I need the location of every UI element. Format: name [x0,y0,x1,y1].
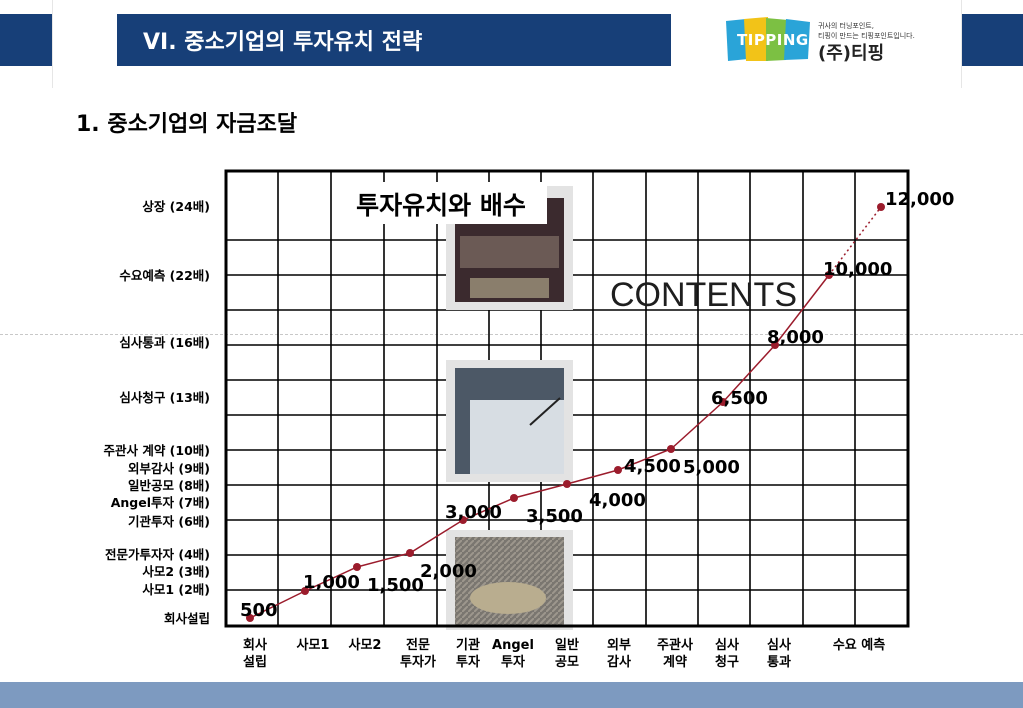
y-stage-label: 사모1 (2배) [142,582,210,597]
header-left-block [0,14,52,66]
data-point-marker [459,516,467,524]
x-tick-label: 수요 예측 [833,637,885,653]
y-stage-label: 일반공모 (8배) [128,478,210,493]
data-point-marker [719,398,727,406]
header-divider [961,0,962,88]
x-tick-label: 사모2 [349,637,382,653]
data-point-marker [301,587,309,595]
data-point-label: 3,500 [526,506,583,527]
data-point-marker [877,203,885,211]
section-title: 1. 중소기업의 자금조달 [76,112,298,137]
chart-grid [226,171,908,626]
data-point-label: 12,000 [885,189,954,210]
contents-watermark: CONTENTS [610,276,797,314]
data-point-label: 6,500 [711,388,768,409]
data-point-label: 1,500 [367,575,424,596]
chart-title-box [335,182,547,224]
data-point-label: 4,000 [589,490,646,511]
company-name: (주)티핑 [818,43,885,64]
data-point-marker [246,614,254,622]
data-point-label: 500 [240,600,278,621]
data-point-label: 4,500 [624,456,681,477]
y-stage-label: 외부감사 (9배) [128,461,210,476]
data-point-label: 10,000 [823,259,892,280]
x-tick-label: 전문 투자가 [400,637,436,670]
header-divider [52,0,53,88]
x-tick-label: 심사 통과 [767,637,791,670]
data-point-marker [771,341,779,349]
x-tick-label: Angel 투자 [492,638,534,670]
y-stage-label: 주관사 계약 (10배) [103,443,210,458]
data-point-marker [353,563,361,571]
tipping-logo-icon [726,17,810,61]
y-stage-label: 전문가투자자 (4배) [105,547,210,562]
x-tick-label: 기관 투자 [456,637,480,670]
header-right-block [961,14,1023,66]
y-axis-labels: 회사설립 사모1 (2배) 사모2 (3배) 전문가투자자 (4배) 기관투자 (6배)… [103,199,210,626]
tagline-line-1: 귀사의 터닝포인트, [818,22,874,30]
data-point-marker [563,480,571,488]
photo-handwriting [446,360,573,482]
y-stage-label: 회사설립 [164,611,210,626]
data-point-marker [614,466,622,474]
data-point-marker [825,271,833,279]
tagline-line-2: 티핑이 만드는 티핑포인트입니다. [818,32,915,40]
series-line-dotted-segment [828,206,882,276]
data-point-label: 5,000 [683,457,740,478]
y-stage-label: 수요예측 (22배) [119,268,210,283]
x-tick-label: 회사 설립 [243,637,267,670]
data-point-marker [510,494,518,502]
x-tick-label: 심사 청구 [715,637,739,670]
dashed-guide-line [0,334,1023,335]
y-stage-label: 상장 (24배) [142,199,210,214]
y-stage-label: Angel투자 (7배) [111,495,210,510]
data-point-marker [406,549,414,557]
x-axis-labels: 회사 설립 사모1 사모2 전문 투자가 기관 투자 Angel 투자 일반 공모 외부 감사 주관사 계약 심… [243,637,885,670]
y-stage-label: 기관투자 (6배) [128,514,210,529]
x-tick-label: 사모1 [297,637,330,653]
header-title-bar [117,14,671,66]
header-title: VI. 중소기업의 투자유치 전략 [143,30,423,55]
x-tick-label: 외부 감사 [607,637,631,670]
x-tick-label: 주관사 계약 [657,637,693,670]
data-point-label: 1,000 [303,572,360,593]
logo-text: TIPPING [737,31,809,49]
data-point-label: 8,000 [767,327,824,348]
x-tick-label: 일반 공모 [555,637,579,670]
chart-border [224,169,910,628]
y-stage-label: 사모2 (3배) [142,564,210,579]
y-stage-label: 심사청구 (13배) [119,390,210,405]
photo-handshake [446,530,573,630]
data-point-label: 3,000 [445,502,502,523]
series-line-path [249,274,830,619]
y-stage-label: 심사통과 (16배) [119,335,210,350]
footer-bar [0,682,1023,708]
chart-title: 투자유치와 배수 [356,191,526,220]
data-point-marker [667,445,675,453]
data-point-label: 2,000 [420,561,477,582]
